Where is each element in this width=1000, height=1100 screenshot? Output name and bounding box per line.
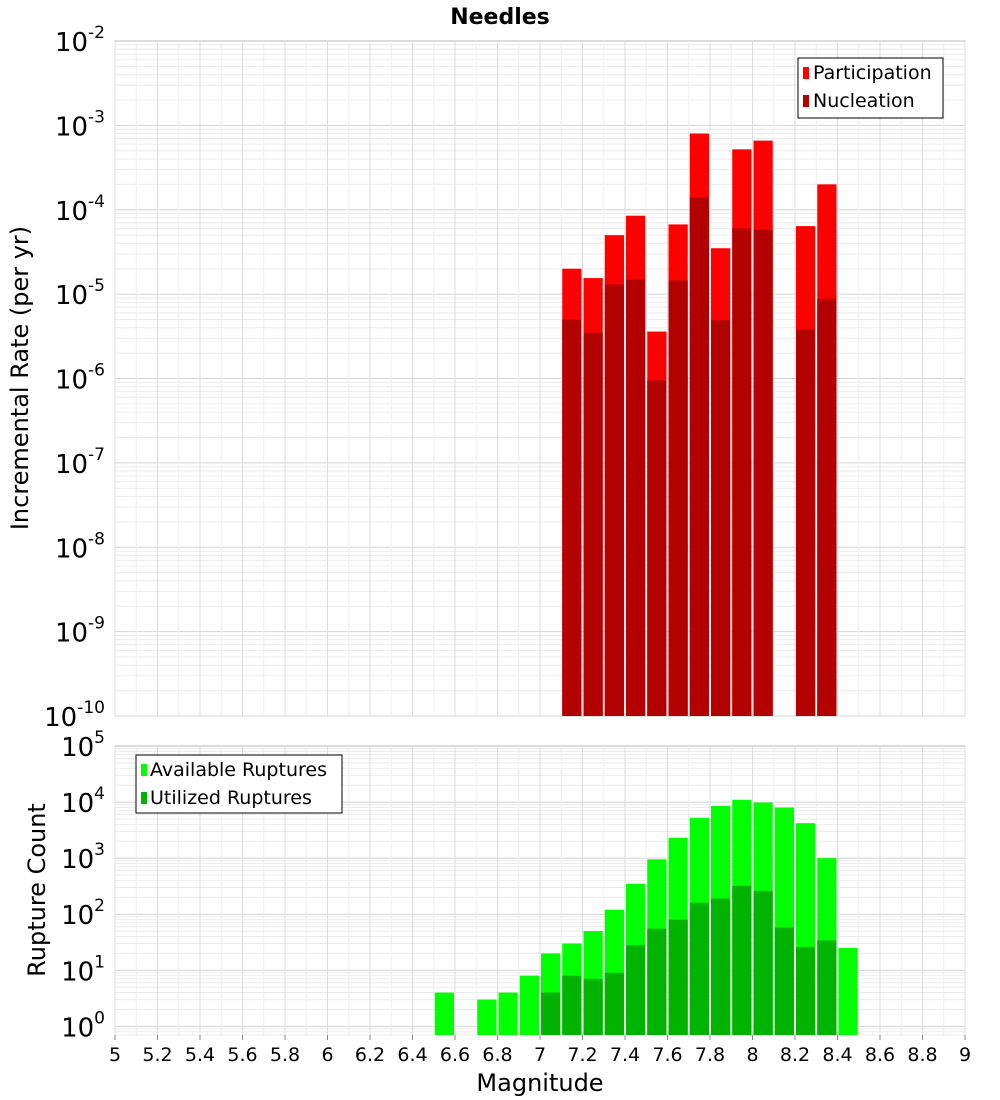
y-tick-label: 101 [61, 952, 105, 987]
bottom-y-axis-label: Rupture Count [23, 803, 51, 977]
participation-nucleation-plot: Needles 10-1010-910-810-710-610-510-410-… [6, 5, 966, 733]
y-tick-label: 10-3 [55, 107, 105, 142]
bar-nucleation [689, 197, 709, 717]
bottom-bars [434, 799, 858, 1035]
y-tick-label: 10-5 [55, 276, 105, 311]
x-tick-label: 5 [109, 1044, 121, 1066]
x-tick-label: 8.4 [822, 1044, 852, 1066]
bar-nucleation [647, 380, 667, 716]
x-tick-label: 7.2 [567, 1044, 597, 1066]
bar-utilized-ruptures [668, 919, 688, 1035]
top-y-axis-label: Incremental Rate (per yr) [6, 226, 34, 530]
y-tick-label: 104 [61, 784, 105, 819]
bar-available-ruptures [434, 992, 454, 1035]
bar-nucleation [732, 228, 752, 716]
legend-swatch-utilized [141, 792, 147, 804]
x-tick-label: 5.2 [142, 1044, 172, 1066]
x-tick-label: 5.8 [270, 1044, 300, 1066]
bar-utilized-ruptures [817, 940, 837, 1035]
x-tick-label: 7.6 [652, 1044, 682, 1066]
x-tick-label: 7 [534, 1044, 546, 1066]
bottom-legend: Available Ruptures Utilized Ruptures [135, 754, 343, 814]
x-tick-label: 6.4 [397, 1044, 427, 1066]
bar-utilized-ruptures [626, 945, 646, 1035]
y-tick-label: 10-6 [55, 361, 105, 396]
legend-swatch-participation [803, 67, 809, 79]
legend-label-participation: Participation [813, 62, 932, 84]
bar-utilized-ruptures [689, 902, 709, 1035]
x-tick-label: 8.8 [907, 1044, 937, 1066]
x-tick-label: 5.6 [227, 1044, 257, 1066]
bar-utilized-ruptures [753, 890, 773, 1035]
x-axis-label: Magnitude [476, 1069, 603, 1097]
legend-label-available: Available Ruptures [150, 759, 327, 781]
bar-available-ruptures [519, 975, 539, 1035]
bar-nucleation [711, 320, 731, 716]
bar-nucleation [626, 279, 646, 716]
top-gridlines [114, 41, 966, 717]
bar-nucleation [753, 229, 773, 716]
legend-swatch-available [141, 764, 147, 776]
bar-utilized-ruptures [796, 946, 816, 1035]
x-tick-label: 7.8 [695, 1044, 725, 1066]
y-tick-label: 10-4 [55, 192, 105, 227]
x-tick-label: 9 [959, 1044, 971, 1066]
y-tick-label: 103 [61, 840, 105, 875]
bottom-legend-box [135, 754, 343, 814]
rupture-count-plot: 100 101 102 103 104 105 5 5.2 5.4 5.6 5.8 6 6.2 6.4 6… [23, 728, 971, 1097]
bar-nucleation [668, 280, 688, 716]
y-tick-label: 105 [61, 728, 105, 763]
x-tick-label: 6.8 [482, 1044, 512, 1066]
legend-label-utilized: Utilized Ruptures [150, 787, 312, 809]
chart-title: Needles [450, 5, 550, 30]
y-tick-label: 10-9 [55, 614, 105, 649]
bottom-y-tick-labels: 100 101 102 103 104 105 [61, 728, 105, 1043]
x-tick-labels: 5 5.2 5.4 5.6 5.8 6 6.2 6.4 6.6 6.8 7 7.2 7.4 7.6 7.8 8… [109, 1035, 971, 1066]
x-tick-label: 6.6 [440, 1044, 470, 1066]
bar-available-ruptures [498, 992, 518, 1035]
bar-nucleation [583, 332, 603, 716]
y-tick-label: 100 [61, 1008, 105, 1043]
y-tick-label: 10-2 [55, 23, 105, 58]
bar-utilized-ruptures [647, 928, 667, 1035]
y-tick-label: 10-8 [55, 529, 105, 564]
x-tick-label: 5.4 [185, 1044, 215, 1066]
bar-nucleation [796, 329, 816, 716]
x-tick-label: 6.2 [355, 1044, 385, 1066]
top-legend: Participation Nucleation [797, 57, 944, 119]
top-bars [562, 133, 837, 717]
bar-utilized-ruptures [604, 972, 624, 1035]
top-legend-box [797, 57, 944, 119]
bar-utilized-ruptures [541, 992, 561, 1035]
x-tick-label: 8 [746, 1044, 758, 1066]
bar-nucleation [817, 298, 837, 716]
bar-utilized-ruptures [732, 885, 752, 1035]
legend-swatch-nucleation [803, 95, 809, 107]
y-tick-label: 102 [61, 896, 105, 931]
legend-label-nucleation: Nucleation [813, 90, 915, 112]
x-tick-label: 8.6 [865, 1044, 895, 1066]
bar-available-ruptures [477, 999, 497, 1035]
bar-utilized-ruptures [583, 978, 603, 1035]
y-tick-label: 10-7 [55, 445, 105, 480]
bar-utilized-ruptures [711, 898, 731, 1035]
bar-utilized-ruptures [774, 927, 794, 1035]
y-tick-label: 10-10 [44, 698, 105, 733]
x-tick-label: 8.2 [780, 1044, 810, 1066]
bar-utilized-ruptures [562, 975, 582, 1035]
bar-nucleation [562, 319, 582, 716]
x-tick-label: 6 [321, 1044, 333, 1066]
top-y-tick-labels: 10-10 10-9 10-8 10-7 10-6 10-5 10-4 10-3 10-2 [44, 23, 105, 733]
x-tick-label: 7.4 [610, 1044, 640, 1066]
bar-nucleation [604, 284, 624, 716]
bar-available-ruptures [838, 947, 858, 1035]
